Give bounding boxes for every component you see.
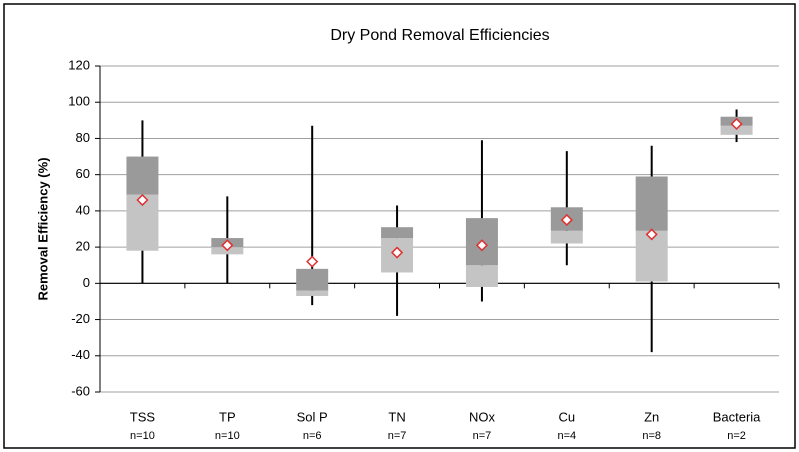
box-upper — [126, 156, 159, 195]
mean-marker — [391, 246, 404, 259]
x-tick-label: TP — [219, 409, 236, 424]
mean-marker — [136, 193, 149, 207]
y-tick-label: 60 — [76, 166, 90, 181]
y-tick-label: -60 — [71, 383, 90, 398]
sample-size-label: n=10 — [130, 430, 155, 442]
sample-size-label: n=2 — [727, 430, 746, 442]
y-tick-label: 100 — [68, 94, 90, 109]
box-lower — [465, 265, 498, 287]
frame — [3, 3, 796, 449]
sample-size-label: n=7 — [388, 430, 407, 442]
mean-marker — [645, 228, 658, 241]
mean-marker — [221, 239, 234, 252]
mean-marker — [560, 213, 573, 227]
x-tick-label: NOx — [469, 409, 496, 424]
x-tick-label: Bacteria — [713, 409, 761, 424]
y-tick-label: -40 — [71, 347, 90, 362]
mean-marker — [306, 255, 319, 268]
sample-size-label: n=8 — [642, 430, 661, 442]
box-lower — [720, 125, 753, 135]
y-tick-label: 40 — [76, 202, 90, 217]
mean-marker — [730, 117, 743, 131]
y-tick-label: 20 — [76, 239, 90, 254]
y-tick-label: -20 — [71, 311, 90, 326]
sample-size-label: n=7 — [473, 430, 492, 442]
x-tick-label: Cu — [559, 409, 576, 424]
sample-size-label: n=6 — [303, 430, 322, 442]
box-lower — [296, 290, 329, 297]
box-upper — [635, 176, 668, 231]
y-tick-label: 0 — [83, 275, 90, 290]
x-tick-label: TSS — [130, 409, 156, 424]
box-upper — [296, 268, 329, 291]
sample-size-label: n=10 — [215, 430, 240, 442]
mean-marker — [475, 239, 488, 252]
x-tick-label: TN — [388, 409, 405, 424]
x-tick-label: Zn — [644, 409, 659, 424]
x-tick-label: Sol P — [297, 409, 328, 424]
y-tick-label: 80 — [76, 130, 90, 145]
y-axis-label: Removal Efficiency (%) — [35, 157, 50, 300]
sample-size-label: n=4 — [557, 430, 576, 442]
chart-title: Dry Pond Removal Efficiencies — [330, 27, 549, 44]
box-upper — [381, 227, 414, 239]
box-lower — [550, 230, 583, 244]
y-tick-label: 120 — [68, 57, 90, 72]
